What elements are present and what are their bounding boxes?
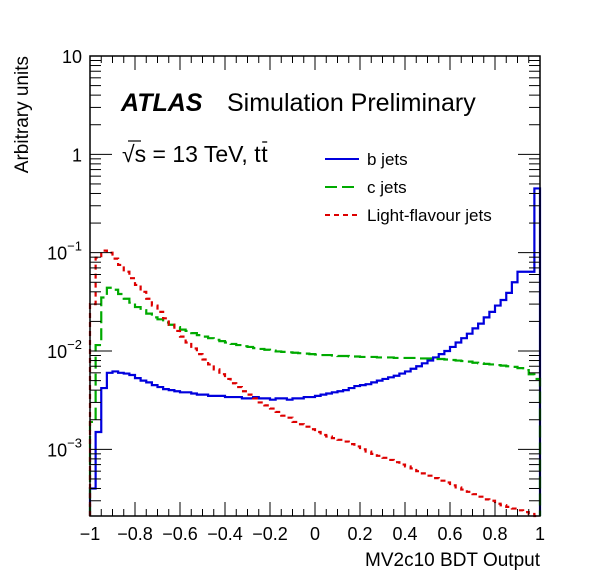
y-tick-label: 10−3 [47, 435, 82, 460]
legend-label: b jets [367, 150, 408, 169]
y-tick-label: 10 [62, 47, 82, 67]
x-tick-label: −0.6 [162, 524, 198, 544]
x-tick-label: 0.2 [347, 524, 372, 544]
legend: b jets c jets Light-flavour jets [325, 150, 492, 225]
simulation-label: Simulation Preliminary [227, 89, 476, 117]
energy-label-tbar: t [261, 141, 268, 167]
x-tick-label: −1 [80, 524, 101, 544]
y-tick-label: 10−1 [47, 239, 82, 264]
legend-label: Light-flavour jets [367, 206, 492, 225]
legend-entry: c jets [325, 178, 407, 197]
x-tick-label: 1 [535, 524, 545, 544]
ticks-layer [89, 55, 541, 516]
x-axis-title: MV2c10 BDT Output [365, 550, 541, 571]
energy-label: √s = 13 TeV, t t [122, 140, 268, 167]
series-layer [88, 187, 542, 518]
x-tick-label: −0.4 [207, 524, 243, 544]
x-tick-label: 0.6 [437, 524, 462, 544]
x-tick-label: −0.2 [252, 524, 288, 544]
x-tick-label: −0.8 [117, 524, 153, 544]
series-light-flavour-jets [88, 249, 540, 518]
x-tick-label: 0.8 [482, 524, 507, 544]
y-tick-label: 1 [72, 145, 82, 165]
x-tick-label: 0 [310, 524, 320, 544]
y-tick-label: 10−2 [47, 337, 82, 362]
x-tick-label: 0.4 [392, 524, 417, 544]
y-axis-title: Arbitrary units [12, 56, 33, 173]
legend-label: c jets [367, 178, 407, 197]
energy-label-text: √s = 13 TeV, t [122, 141, 261, 167]
legend-entry: Light-flavour jets [325, 206, 492, 225]
tick-labels-layer: −1 −0.8 −0.6 −0.4 −0.2 0 0.2 0.4 0.6 0.8 1 10 1 10−1 1… [47, 47, 545, 544]
atlas-label: ATLAS [120, 89, 203, 117]
legend-entry: b jets [325, 150, 408, 169]
series-b-jets [88, 187, 542, 516]
series-c-jets [88, 286, 542, 516]
